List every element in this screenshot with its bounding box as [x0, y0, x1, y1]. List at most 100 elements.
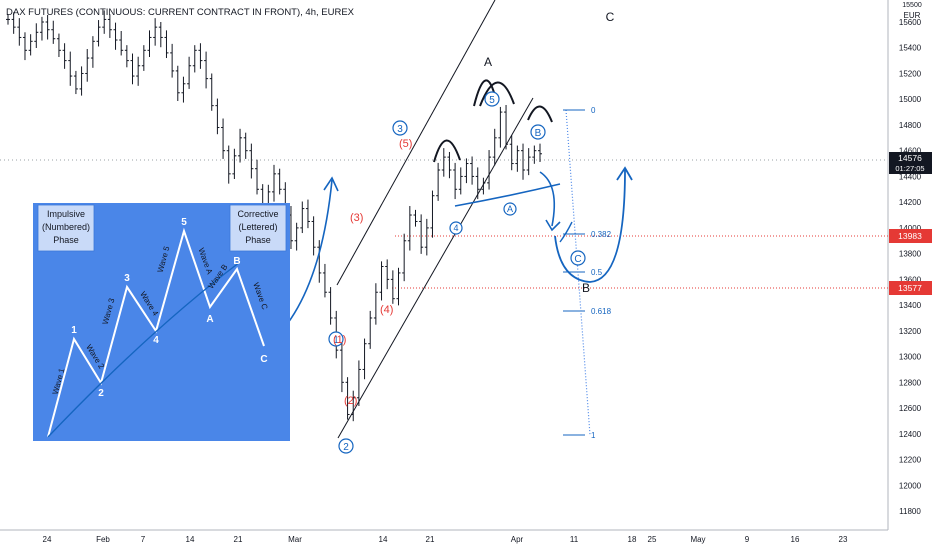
y-tick-label: 15200 [899, 69, 922, 78]
fib-label-0618: 0.618 [591, 307, 612, 316]
y-tick-label: 13000 [899, 353, 922, 362]
projection-arrowhead-left [323, 176, 339, 192]
x-tick-label: 9 [745, 535, 750, 544]
wave-label-red-2: (2) [344, 395, 357, 407]
x-tick-label: 23 [839, 535, 848, 544]
last-price-tag: 14576 01:27:05 [889, 152, 932, 174]
y-tick-label: 13600 [899, 275, 922, 284]
inset-box-corrective [229, 204, 287, 252]
wave-label-black-b: B [582, 281, 590, 295]
channel-upper-line [336, 0, 496, 286]
x-axis-ticks: 24 Feb 7 14 21 Mar 14 21 Apr 11 18 25 May 9 16 23 [43, 535, 848, 544]
inset-title-corrective: Corrective (Lettered) Phase [237, 209, 278, 245]
inset-point-4: 4 [153, 335, 159, 346]
level-tag-13577: 13577 [889, 281, 932, 295]
inset-point-2: 2 [98, 388, 104, 399]
projection-arrowhead-down [545, 219, 561, 232]
x-tick-label: 16 [791, 535, 800, 544]
x-tick-label: Feb [96, 535, 110, 544]
x-tick-label: 14 [186, 535, 195, 544]
svg-text:5: 5 [489, 95, 495, 106]
wave-label-1: 1 [328, 331, 344, 347]
elliott-wave-inset: Impulsive (Numbered) Phase Corrective (Lett… [33, 203, 290, 441]
x-tick-label: 11 [570, 535, 579, 544]
x-tick-label: Apr [511, 535, 524, 544]
wave-label-red-5: (5) [399, 138, 412, 150]
wave-label-red-1: (1) [333, 334, 346, 346]
candlestick-series [6, 10, 542, 422]
y-tick-label: 15400 [899, 44, 922, 53]
svg-text:14576: 14576 [898, 153, 922, 163]
y-tick-label: 12400 [899, 430, 922, 439]
projection-curve-flat [454, 183, 561, 207]
projection-curve-right [554, 169, 626, 283]
arc-1 [433, 139, 461, 163]
y-tick-label: 15600 [899, 18, 922, 27]
x-tick-label: 21 [234, 535, 243, 544]
x-tick-label: 21 [426, 535, 435, 544]
wave-label-red-4: (4) [380, 304, 393, 316]
y-tick-label: 14800 [899, 121, 922, 130]
fib-label-0: 0 [591, 106, 596, 115]
projection-small-arc [559, 221, 573, 243]
x-tick-label: Mar [288, 535, 302, 544]
inset-point-1: 1 [71, 325, 77, 336]
svg-text:3: 3 [397, 124, 403, 135]
inset-point-b: B [233, 256, 240, 267]
arc-3 [479, 81, 515, 107]
y-tick-label: 11800 [899, 507, 921, 516]
y-tick-label: 14200 [899, 198, 922, 207]
projection-down-curve [539, 171, 556, 227]
y-tick-label: 12000 [899, 481, 922, 490]
y-tick-label: 14600 [899, 147, 922, 156]
wave-label-5: 5 [484, 91, 500, 107]
inset-point-c: C [260, 354, 267, 365]
inset-title-impulsive: Impulsive (Numbered) Phase [42, 209, 90, 245]
y-tick-label: 12200 [899, 456, 922, 465]
y-tick-label: 13400 [899, 301, 922, 310]
wave-label-a-circled: A [503, 202, 517, 216]
svg-text:C: C [574, 254, 581, 265]
chart-title: DAX FUTURES (CONTINUOUS: CURRENT CONTRAC… [6, 7, 355, 18]
wave-label-b-circled: B [530, 124, 546, 140]
x-tick-label: 14 [379, 535, 388, 544]
svg-text:2: 2 [343, 442, 349, 453]
inset-point-5: 5 [181, 217, 187, 228]
inset-point-a: A [206, 314, 213, 325]
x-tick-label: 18 [628, 535, 637, 544]
x-tick-label: May [690, 535, 705, 544]
arc-4 [527, 105, 553, 123]
fib-label-0382: 0.382 [591, 230, 612, 239]
fib-label-1: 1 [591, 431, 596, 440]
svg-text:01:27:05: 01:27:05 [895, 164, 924, 173]
svg-text:1: 1 [333, 335, 339, 346]
wave-label-black-c: C [606, 10, 615, 24]
y-tick-label: 13200 [899, 327, 922, 336]
wave-label-black-a: A [484, 55, 492, 69]
svg-text:13983: 13983 [898, 231, 922, 241]
y-tick-label: 14000 [899, 224, 922, 233]
y-tick-label: 15000 [899, 95, 922, 104]
svg-text:A: A [507, 204, 513, 214]
y-tick-label: 13800 [899, 250, 922, 259]
svg-text:B: B [535, 128, 542, 139]
svg-text:13577: 13577 [898, 283, 922, 293]
svg-text:4: 4 [453, 223, 458, 233]
wave-label-4: 4 [449, 221, 463, 235]
y-tick-label: 12600 [899, 404, 922, 413]
inset-trend-curve [47, 261, 241, 438]
x-tick-label: 7 [141, 535, 146, 544]
level-tag-13983: 13983 [889, 229, 932, 243]
inset-point-3: 3 [124, 273, 130, 284]
currency-label: EUR [904, 11, 921, 20]
y-tick-label: 14400 [899, 172, 922, 181]
channel-lower-line [337, 97, 534, 439]
wave-label-3: 3 [392, 120, 408, 136]
top-tag: 15500 [902, 2, 922, 9]
x-tick-label: 25 [648, 535, 657, 544]
inset-box-impulsive [37, 204, 95, 252]
wave-label-2: 2 [338, 438, 354, 454]
wave-label-red-3: (3) [350, 212, 363, 224]
projection-arrowhead-up [616, 166, 633, 181]
